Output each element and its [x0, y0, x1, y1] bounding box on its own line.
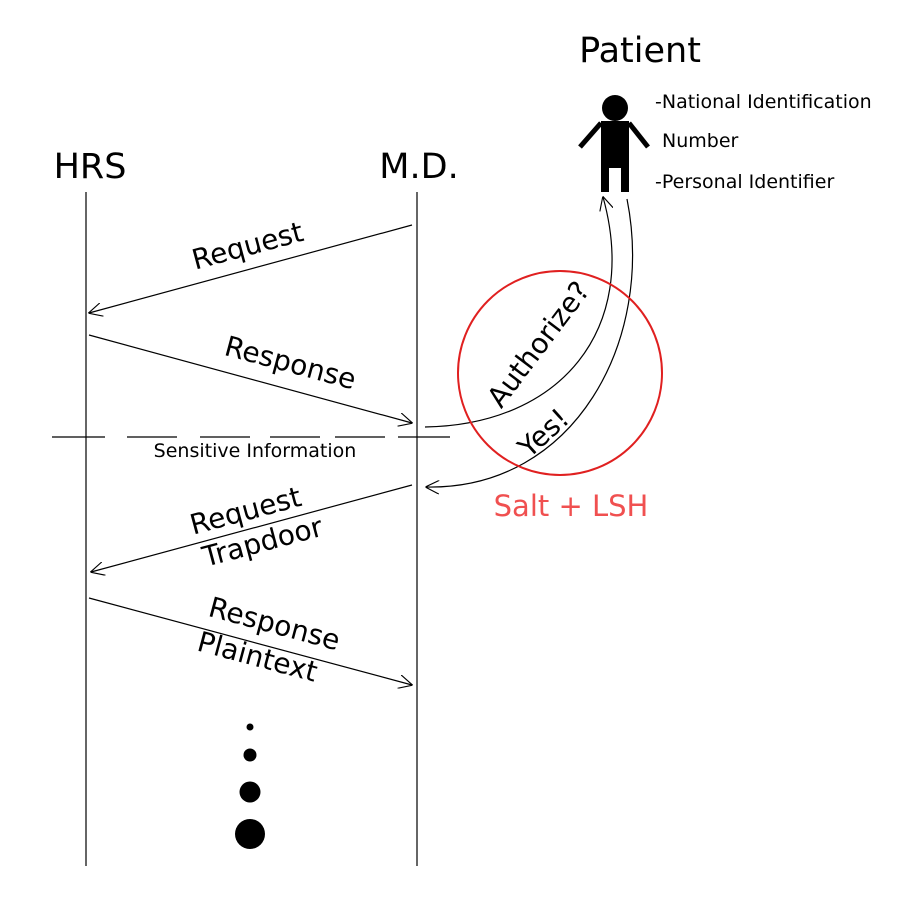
request-label: Request — [188, 215, 306, 276]
response-plaintext-arrow — [88, 597, 412, 685]
request-arrow — [89, 224, 413, 313]
patient-figure-icon — [578, 95, 650, 192]
response-label: Response — [221, 329, 359, 396]
yes-arrow — [426, 198, 634, 487]
salt-lsh-circle — [457, 270, 663, 476]
request-trapdoor-arrow — [91, 484, 413, 572]
authorize-arrow — [424, 197, 612, 428]
salt-lsh-label: Salt + LSH — [494, 489, 649, 523]
authorize-label: Authorize? — [480, 275, 596, 414]
response-arrow — [88, 334, 412, 423]
continuation-dots — [235, 723, 265, 849]
sensitive-label: Sensitive Information — [154, 440, 357, 462]
patient-info-line1: -National Identification — [655, 91, 872, 113]
patient-label: Patient — [579, 31, 701, 71]
hrs-label: HRS — [54, 147, 127, 187]
yes-label: Yes! — [511, 402, 576, 465]
patient-info-line3: -Personal Identifier — [655, 171, 834, 193]
patient-info-line2: Number — [662, 130, 739, 152]
md-label: M.D. — [379, 147, 458, 187]
